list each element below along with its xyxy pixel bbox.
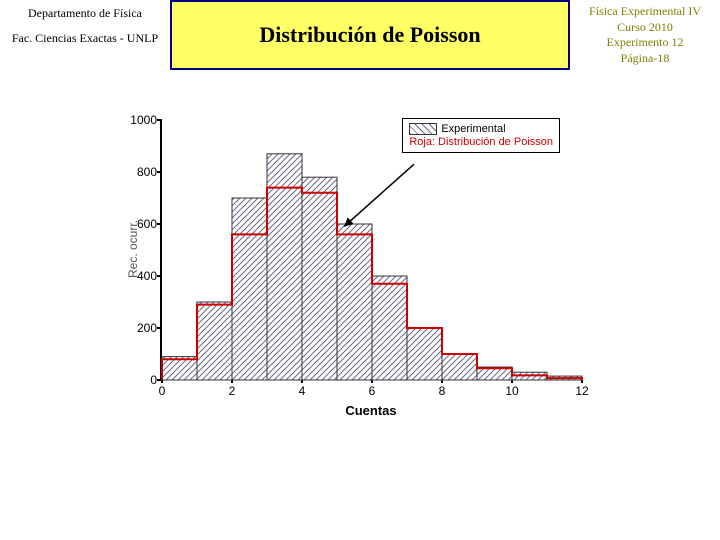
- y-tick-label: 1000: [122, 113, 157, 127]
- x-tick-label: 8: [439, 384, 446, 398]
- course-line: Física Experimental IV: [574, 4, 716, 20]
- faculty-name: Fac. Ciencias Exactas - UNLP: [4, 31, 166, 46]
- course-line: Página-18: [574, 51, 716, 67]
- x-tick-label: 12: [575, 384, 588, 398]
- slide-title: Distribución de Poisson: [170, 0, 570, 70]
- x-tick-label: 2: [229, 384, 236, 398]
- x-tick-label: 0: [159, 384, 166, 398]
- x-tick-label: 10: [505, 384, 518, 398]
- x-tick-label: 4: [299, 384, 306, 398]
- x-axis-label: Cuentas: [345, 403, 396, 418]
- slide-header: Departamento de Física Fac. Ciencias Exa…: [0, 0, 720, 70]
- x-tick-label: 6: [369, 384, 376, 398]
- course-line: Experimento 12: [574, 35, 716, 51]
- y-tick-label: 800: [122, 165, 157, 179]
- y-tick-label: 400: [122, 269, 157, 283]
- dept-name: Departamento de Física: [4, 6, 166, 21]
- course-info: Física Experimental IV Curso 2010 Experi…: [570, 0, 720, 70]
- y-tick-label: 600: [122, 217, 157, 231]
- course-line: Curso 2010: [574, 20, 716, 36]
- poisson-histogram-chart: Rec. ocurr. Cuentas Experimental Roja: D…: [100, 110, 620, 430]
- y-tick-label: 0: [122, 373, 157, 387]
- y-tick-label: 200: [122, 321, 157, 335]
- header-affiliation: Departamento de Física Fac. Ciencias Exa…: [0, 0, 170, 70]
- plot-area: Rec. ocurr. Cuentas Experimental Roja: D…: [160, 120, 580, 380]
